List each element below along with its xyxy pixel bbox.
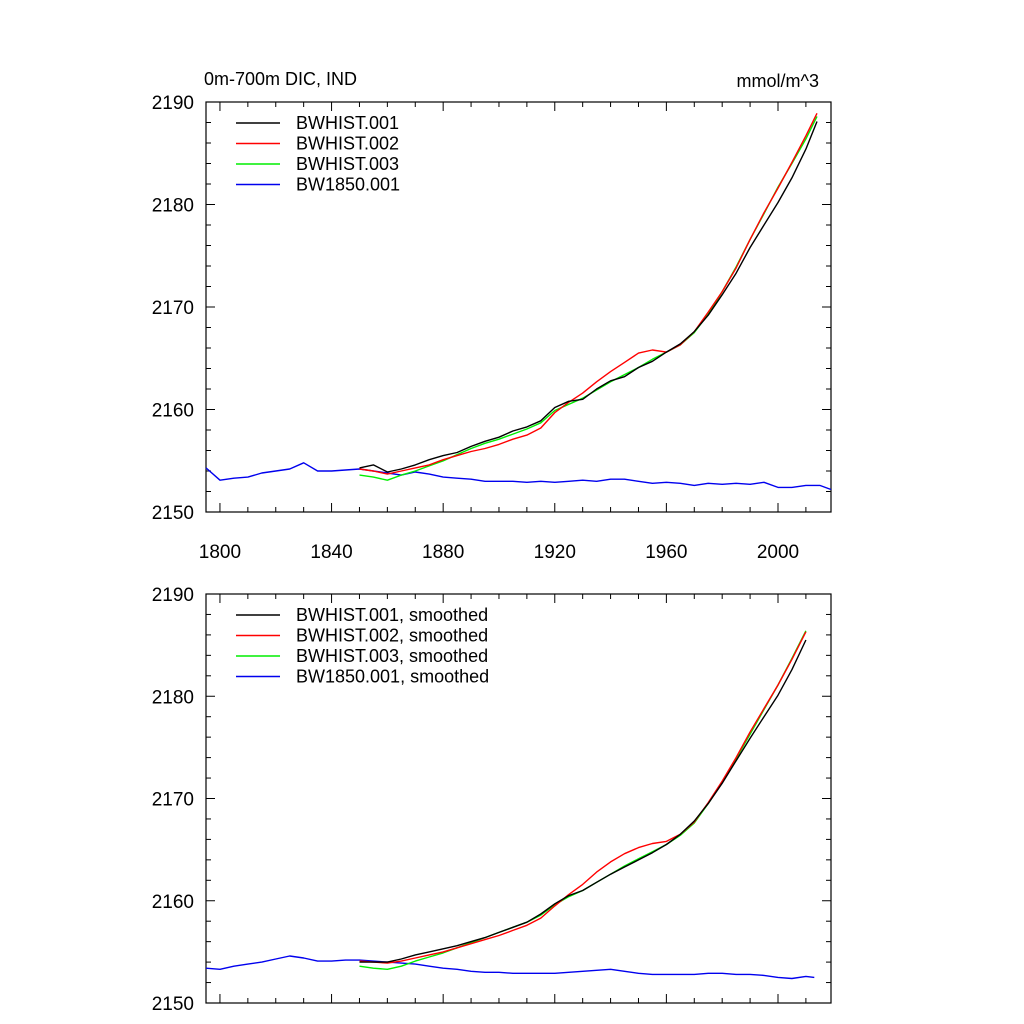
series-line-2 [359, 631, 807, 964]
legend-label: BWHIST.003, smoothed [296, 646, 488, 666]
series-line-3 [359, 116, 818, 481]
x-tick-label: 1840 [310, 542, 352, 563]
x-tick-label: 2000 [757, 542, 799, 563]
x-tick-label: 1880 [422, 542, 464, 563]
legend-label: BWHIST.003 [296, 154, 399, 174]
y-tick-label: 2190 [152, 585, 194, 606]
legend-label: BW1850.001, smoothed [296, 667, 489, 687]
y-tick-label: 2150 [152, 503, 194, 524]
legend-label: BWHIST.002, smoothed [296, 626, 488, 646]
panel-1: 2150 2160 2170 2180 2190 1800 1840 1880 1920 1960… [152, 69, 832, 563]
chart-title-units: mmol/m^3 [737, 71, 819, 91]
y-tick-label: 2180 [152, 687, 194, 708]
panel-2: 2150 2160 2170 2180 2190 BWHIST.001, smoothed… [152, 585, 832, 1015]
legend-label: BW1850.001 [296, 175, 400, 195]
y-tick-label: 2170 [152, 298, 194, 319]
y-tick-label: 2150 [152, 994, 194, 1015]
x-tick-label: 1960 [645, 542, 687, 563]
y-tick-label: 2190 [152, 93, 194, 114]
y-tick-label: 2170 [152, 790, 194, 811]
series-line-4 [205, 462, 832, 491]
chart-title-left: 0m-700m DIC, IND [204, 69, 357, 89]
x-tick-label: 1800 [199, 542, 241, 563]
legend-label: BWHIST.002 [296, 134, 399, 154]
series-line-2 [359, 112, 818, 475]
series-line-1 [359, 121, 818, 473]
legend-label: BWHIST.001, smoothed [296, 605, 488, 625]
series-line-1 [359, 639, 807, 963]
x-tick-label: 1920 [534, 542, 576, 563]
series-line-4 [205, 955, 815, 980]
y-tick-label: 2180 [152, 196, 194, 217]
y-tick-label: 2160 [152, 401, 194, 422]
legend-label: BWHIST.001 [296, 113, 399, 133]
y-tick-label: 2160 [152, 892, 194, 913]
